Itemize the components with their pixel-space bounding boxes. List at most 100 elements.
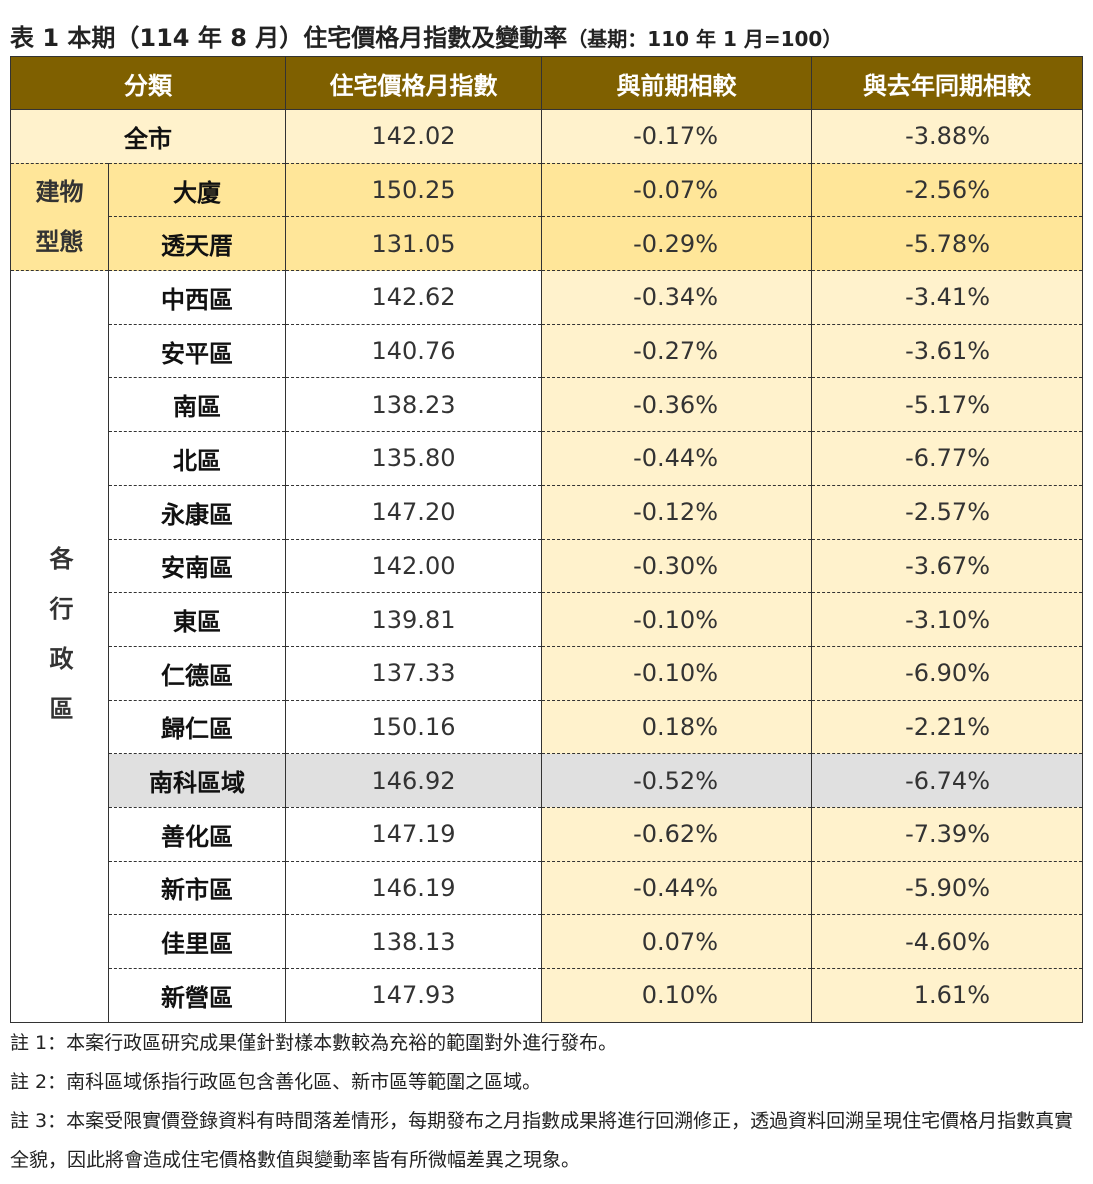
row-label: 北區 [108, 431, 286, 486]
index-cell: 142.02 [285, 109, 542, 164]
yoy-cell: -2.56% [811, 163, 1083, 218]
group-label-text: 各行政區 [45, 546, 73, 747]
row-label: 新營區 [108, 968, 286, 1023]
change-cell: 0.07% [541, 914, 812, 969]
header-cell: 與前期相較 [541, 56, 812, 110]
header-cell: 與去年同期相較 [811, 56, 1083, 110]
note: 註 2：南科區域係指行政區包含善化區、新市區等範圍之區域。 [10, 1071, 542, 1093]
change-cell: -0.30% [541, 539, 812, 594]
index-cell: 138.13 [285, 914, 542, 969]
yoy-cell: -5.90% [811, 861, 1083, 916]
row-label: 安平區 [108, 324, 286, 379]
row-label: 善化區 [108, 807, 286, 862]
row-label: 永康區 [108, 485, 286, 540]
index-cell: 146.19 [285, 861, 542, 916]
data-row: 南科區域 146.92 -0.52% -6.74% [11, 753, 1083, 808]
title-note: （基期：110 年 1 月=100） [567, 27, 843, 51]
yoy-cell: -6.77% [811, 431, 1083, 486]
row-label: 佳里區 [108, 914, 286, 969]
row-label: 歸仁區 [108, 700, 286, 755]
row-label: 透天厝 [108, 216, 286, 272]
change-cell: -0.12% [541, 485, 812, 540]
change-cell: -0.10% [541, 592, 812, 647]
data-row: 仁德區 137.33 -0.10% -6.90% [11, 646, 1083, 701]
table-body: 全市 142.02 -0.17% -3.88% 建物型態 大廈 150.25 -0.07% -2… [10, 109, 1083, 1023]
index-cell: 147.93 [285, 968, 542, 1023]
index-cell: 147.19 [285, 807, 542, 862]
row-label: 南區 [108, 377, 286, 433]
data-row: 安南區 142.00 -0.30% -3.67% [11, 539, 1083, 594]
index-cell: 142.00 [285, 539, 542, 594]
row-label: 東區 [108, 592, 286, 647]
index-cell: 147.20 [285, 485, 542, 540]
yoy-cell: -4.60% [811, 914, 1083, 969]
note: 註 3：本案受限實價登錄資料有時間落差情形，每期發布之月指數成果將進行回溯修正，… [10, 1110, 1074, 1171]
data-row: 新市區 146.19 -0.44% -5.90% [11, 861, 1083, 916]
change-cell: -0.62% [541, 807, 812, 862]
data-row: 北區 135.80 -0.44% -6.77% [11, 431, 1083, 486]
row-label: 安南區 [108, 539, 286, 594]
header-row: 分類 住宅價格月指數 與前期相較 與去年同期相較 [10, 56, 1083, 110]
yoy-cell: -6.74% [811, 753, 1083, 808]
data-row: 善化區 147.19 -0.62% -7.39% [11, 807, 1083, 862]
change-cell: -0.07% [541, 163, 812, 218]
change-cell: -0.27% [541, 324, 812, 379]
change-cell: -0.17% [541, 109, 812, 164]
index-cell: 146.92 [285, 753, 542, 808]
yoy-cell: -3.67% [811, 539, 1083, 594]
change-cell: 0.18% [541, 700, 812, 755]
change-cell: -0.34% [541, 270, 812, 325]
data-row: 東區 139.81 -0.10% -3.10% [11, 592, 1083, 647]
index-table: 分類 住宅價格月指數 與前期相較 與去年同期相較 全市 142.02 -0.17% -3.8… [10, 56, 1083, 1023]
data-row: 建物型態 大廈 150.25 -0.07% -2.56% [10, 163, 1083, 272]
yoy-cell: -3.88% [811, 109, 1083, 164]
index-cell: 138.23 [285, 377, 542, 433]
index-cell: 139.81 [285, 592, 542, 647]
change-cell: -0.29% [541, 216, 812, 272]
row-label: 仁德區 [108, 646, 286, 701]
group-label: 建物型態 [10, 163, 109, 272]
index-cell: 142.62 [285, 270, 542, 325]
change-cell: -0.44% [541, 861, 812, 916]
index-cell: 131.05 [285, 216, 542, 272]
data-row: 各行政區 中西區 142.62 -0.34% -3.41% [10, 270, 1083, 1023]
yoy-cell: -2.21% [811, 700, 1083, 755]
data-row: 透天厝 131.05 -0.29% -5.78% [11, 216, 1083, 272]
yoy-cell: -6.90% [811, 646, 1083, 701]
index-cell: 150.16 [285, 700, 542, 755]
city-row: 全市 142.02 -0.17% -3.88% [10, 109, 1083, 164]
data-row: 永康區 147.20 -0.12% -2.57% [11, 485, 1083, 540]
change-cell: -0.10% [541, 646, 812, 701]
change-cell: -0.44% [541, 431, 812, 486]
change-cell: 0.10% [541, 968, 812, 1023]
row-label: 南科區域 [108, 753, 286, 808]
yoy-cell: -3.10% [811, 592, 1083, 647]
yoy-cell: -3.41% [811, 270, 1083, 325]
data-row: 佳里區 138.13 0.07% -4.60% [11, 914, 1083, 969]
index-cell: 135.80 [285, 431, 542, 486]
data-row: 安平區 140.76 -0.27% -3.61% [11, 324, 1083, 379]
header-cell: 分類 [10, 56, 286, 110]
yoy-cell: -5.78% [811, 216, 1083, 272]
group-label: 各行政區 [10, 270, 109, 1023]
data-row: 南區 138.23 -0.36% -5.17% [11, 377, 1083, 433]
row-label: 新市區 [108, 861, 286, 916]
data-row: 歸仁區 150.16 0.18% -2.21% [11, 700, 1083, 755]
row-label: 大廈 [108, 163, 286, 218]
index-cell: 137.33 [285, 646, 542, 701]
index-cell: 140.76 [285, 324, 542, 379]
change-cell: -0.36% [541, 377, 812, 433]
row-label: 全市 [10, 109, 286, 164]
yoy-cell: -7.39% [811, 807, 1083, 862]
yoy-cell: -2.57% [811, 485, 1083, 540]
index-cell: 150.25 [285, 163, 542, 218]
yoy-cell: -5.17% [811, 377, 1083, 433]
change-cell: -0.52% [541, 753, 812, 808]
data-row: 新營區 147.93 0.10% 1.61% [11, 968, 1083, 1023]
title: 表 1 本期（114 年 8 月）住宅價格月指數及變動率（基期：110 年 1 … [10, 18, 842, 53]
notes: 註 1：本案行政區研究成果僅針對樣本數較為充裕的範圍對外進行發布。註 2：南科區… [10, 1024, 1084, 1180]
yoy-cell: -3.61% [811, 324, 1083, 379]
header-cell: 住宅價格月指數 [285, 56, 542, 110]
yoy-cell: 1.61% [811, 968, 1083, 1023]
